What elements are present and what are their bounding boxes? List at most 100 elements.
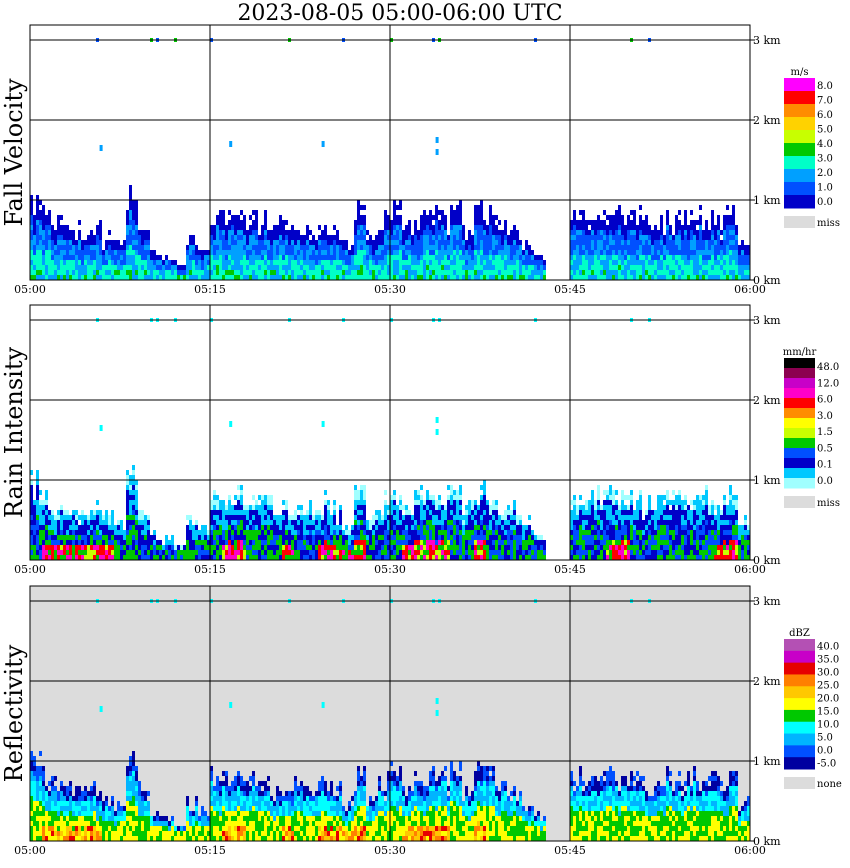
echo-cell: [222, 535, 225, 540]
echo-cell: [480, 230, 483, 235]
echo-cell: [213, 555, 216, 560]
echo-cell: [360, 500, 363, 505]
echo-cell: [585, 245, 588, 250]
echo-cell: [465, 265, 468, 270]
echo-cell: [126, 535, 129, 540]
echo-cell: [585, 260, 588, 265]
echo-cell: [156, 260, 159, 265]
echo-cell: [444, 240, 447, 245]
colorbar-unit: m/s: [791, 67, 809, 78]
echo-cell: [102, 540, 105, 545]
echo-cell: [312, 270, 315, 275]
echo-cell: [465, 255, 468, 260]
echo-cell: [330, 245, 333, 250]
echo-cell: [639, 530, 642, 535]
echo-cell: [216, 265, 219, 270]
echo-cell: [408, 260, 411, 265]
echo-cell: [612, 550, 615, 555]
echo-cell: [645, 275, 648, 280]
echo-cell: [330, 270, 333, 275]
echo-cell: [261, 515, 264, 520]
echo-cell: [693, 240, 696, 245]
echo-cell: [108, 540, 111, 545]
echo-cell: [204, 530, 207, 535]
echo-cell: [447, 515, 450, 520]
echo-cell: [276, 545, 279, 550]
echo-cell: [624, 245, 627, 250]
echo-cell: [306, 525, 309, 530]
echo-cell: [594, 540, 597, 545]
echo-cell: [174, 550, 177, 555]
echo-cell: [477, 510, 480, 515]
echo-cell: [510, 545, 513, 550]
echo-cell: [243, 220, 246, 225]
echo-cell: [138, 270, 141, 275]
echo-cell: [270, 270, 273, 275]
echo-cell: [675, 235, 678, 240]
echo-cell: [597, 275, 600, 280]
echo-cell: [429, 540, 432, 545]
echo-cell: [579, 535, 582, 540]
echo-cell: [576, 260, 579, 265]
echo-cell: [216, 245, 219, 250]
echo-cell: [132, 200, 135, 205]
echo-cell: [138, 535, 141, 540]
echo-cell: [537, 275, 540, 280]
echo-cell: [240, 495, 243, 500]
echo-cell: [297, 255, 300, 260]
echo-cell: [66, 265, 69, 270]
echo-cell: [363, 260, 366, 265]
echo-cell: [387, 510, 390, 515]
echo-cell: [678, 230, 681, 235]
echo-cell: [54, 515, 57, 520]
echo-cell: [474, 275, 477, 280]
echo-cell: [300, 265, 303, 270]
echo-cell: [615, 520, 618, 525]
echo-cell: [591, 550, 594, 555]
echo-cell: [99, 515, 102, 520]
echo-cell: [687, 235, 690, 240]
echo-cell: [423, 550, 426, 555]
echo-cell: [54, 245, 57, 250]
echo-cell: [399, 215, 402, 220]
echo-cell: [591, 275, 594, 280]
colorbar-label: 5.0: [817, 125, 833, 136]
echo-cell: [597, 265, 600, 270]
echo-cell: [309, 230, 312, 235]
echo-cell: [210, 270, 213, 275]
echo-cell: [285, 265, 288, 270]
echo-cell: [393, 235, 396, 240]
echo-cell: [621, 525, 624, 530]
echo-cell: [387, 535, 390, 540]
echo-cell: [237, 535, 240, 540]
echo-cell: [405, 520, 408, 525]
echo-cell: [594, 225, 597, 230]
echo-cell: [93, 265, 96, 270]
echo-cell: [300, 245, 303, 250]
echo-cell: [663, 515, 666, 520]
echo-cell: [609, 230, 612, 235]
echo-cell: [219, 230, 222, 235]
echo-cell: [429, 525, 432, 530]
echo-cell: [663, 245, 666, 250]
echo-cell: [300, 520, 303, 525]
echo-cell: [51, 535, 54, 540]
echo-cell: [651, 510, 654, 515]
echo-cell: [234, 260, 237, 265]
echo-cell: [240, 525, 243, 530]
echo-cell: [609, 505, 612, 510]
echo-cell: [714, 235, 717, 240]
echo-cell: [90, 245, 93, 250]
echo-cell: [198, 270, 201, 275]
echo-cell: [660, 520, 663, 525]
echo-cell: [381, 540, 384, 545]
echo-cell: [342, 550, 345, 555]
echo-cell: [90, 530, 93, 535]
echo-cell: [222, 530, 225, 535]
echo-cell: [612, 265, 615, 270]
echo-cell: [384, 245, 387, 250]
echo-cell: [537, 545, 540, 550]
echo-cell: [420, 550, 423, 555]
echo-cell: [327, 245, 330, 250]
echo-cell: [366, 540, 369, 545]
